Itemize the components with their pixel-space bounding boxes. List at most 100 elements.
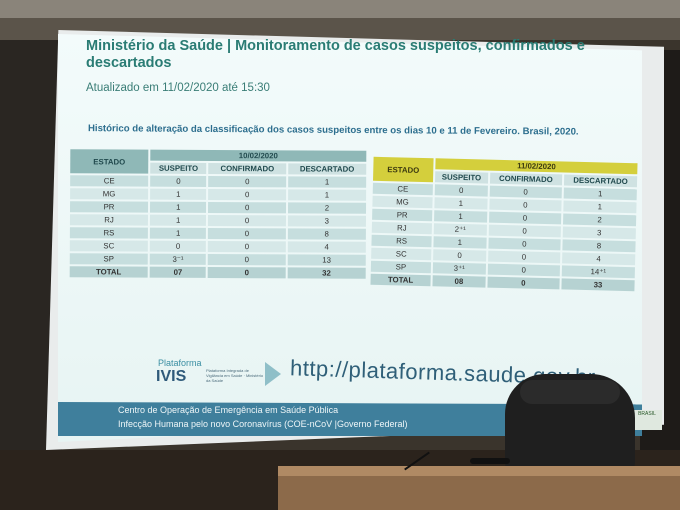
cell-suspeito: 0 <box>433 249 487 262</box>
cell-estado: SC <box>371 247 432 261</box>
cell-suspeito: 1 <box>150 201 207 213</box>
col-suspeito: SUSPEITO <box>434 171 489 184</box>
table-row: PR 1 0 2 <box>70 201 367 214</box>
cell-estado: CE <box>70 175 149 187</box>
ivis-logo: Plataforma IVIS Plataforma Integrada de … <box>150 358 270 392</box>
cell-confirmado: 0 <box>488 237 561 251</box>
table-10-02-2020: ESTADO 10/02/2020 SUSPEITO CONFIRMADO DE… <box>68 147 369 281</box>
cell-suspeito: 1 <box>433 236 487 249</box>
col-confirmado: CONFIRMADO <box>208 162 286 175</box>
cell-estado: RS <box>69 227 148 239</box>
cell-descartado: 3 <box>562 226 636 240</box>
cell-total-confirmado: 0 <box>208 266 286 279</box>
col-descartado: DESCARTADO <box>287 163 367 175</box>
cell-descartado: 1 <box>563 200 637 214</box>
cell-confirmado: 0 <box>208 214 286 227</box>
cell-total-label: TOTAL <box>370 273 431 287</box>
cell-estado: RJ <box>371 221 432 235</box>
col-descartado: DESCARTADO <box>563 174 638 188</box>
cell-confirmado: 0 <box>487 263 560 277</box>
cell-total-suspeito: 07 <box>149 266 207 278</box>
cell-confirmado: 0 <box>489 198 562 212</box>
cell-confirmado: 0 <box>488 224 561 238</box>
cell-confirmado: 0 <box>489 185 562 199</box>
cell-descartado: 8 <box>287 228 366 240</box>
estado-header: ESTADO <box>70 149 149 174</box>
cell-descartado: 14⁺¹ <box>561 265 635 279</box>
cell-descartado: 2 <box>562 213 637 227</box>
cell-descartado: 3 <box>287 215 366 227</box>
table-row: RS 1 0 8 <box>69 227 366 240</box>
table-row: MG 1 0 1 <box>70 188 367 201</box>
cell-confirmado: 0 <box>487 250 561 264</box>
cell-suspeito: 1 <box>434 197 488 210</box>
cell-descartado: 1 <box>287 176 367 188</box>
date-header: 10/02/2020 <box>150 149 367 162</box>
table-11-02-2020: ESTADO 11/02/2020 SUSPEITO CONFIRMADO DE… <box>368 155 639 294</box>
cell-estado: SP <box>370 260 432 274</box>
total-row: TOTAL 07 0 32 <box>69 266 366 279</box>
cell-estado: MG <box>70 188 149 200</box>
projector-screen-housing <box>0 0 680 18</box>
cell-suspeito: 1 <box>150 188 207 200</box>
cell-confirmado: 0 <box>208 175 286 188</box>
col-confirmado: CONFIRMADO <box>489 172 563 186</box>
logo-description: Plataforma Integrada de Vigilância em Sa… <box>206 368 264 383</box>
footer-line2: Infecção Humana pelo novo Coronavírus (C… <box>118 419 408 429</box>
slide-title-line2: descartados <box>86 55 172 71</box>
cell-estado: SC <box>69 240 148 252</box>
gov-brasil-logo: BRASIL <box>632 410 662 430</box>
cell-descartado: 4 <box>287 241 366 253</box>
cell-estado: MG <box>372 195 433 209</box>
cell-total-descartado: 33 <box>561 278 635 292</box>
logo-plataforma-label: Plataforma <box>158 358 202 368</box>
cell-descartado: 8 <box>562 239 636 253</box>
cell-confirmado: 0 <box>488 211 562 225</box>
cell-descartado: 1 <box>563 187 637 201</box>
cell-suspeito: 0 <box>149 240 207 252</box>
cell-total-label: TOTAL <box>69 266 148 278</box>
cell-estado: CE <box>372 182 433 196</box>
cell-suspeito: 0 <box>150 175 207 187</box>
cell-suspeito: 1 <box>149 227 207 239</box>
cell-suspeito: 2⁺¹ <box>433 223 487 236</box>
cell-suspeito: 3⁺¹ <box>432 262 486 275</box>
table2-rows: CE 0 0 1 MG 1 0 1 PR 1 0 2 RJ 2⁺¹ 0 3 RS 1 0 8 SC 0 0 4 SP 3⁺¹ 0 14… <box>370 182 637 292</box>
cell-estado: PR <box>372 208 433 222</box>
microphone-icon <box>470 458 510 464</box>
slide-title: Ministério da Saúde | Monitoramento de c… <box>86 38 586 72</box>
updated-timestamp: Atualizado em 11/02/2020 até 15:30 <box>86 82 270 94</box>
cell-suspeito: 0 <box>434 184 488 197</box>
footer-line1: Centro de Operação de Emergência em Saúd… <box>118 405 339 415</box>
cell-confirmado: 0 <box>208 227 286 240</box>
cell-total-descartado: 32 <box>287 267 366 279</box>
cell-suspeito: 3⁻¹ <box>149 253 207 265</box>
cell-suspeito: 1 <box>434 210 488 223</box>
table-row: RJ 1 0 3 <box>69 214 366 227</box>
cell-estado: PR <box>70 201 149 213</box>
cell-estado: RS <box>371 234 432 248</box>
table-row: SC 0 0 4 <box>69 240 366 253</box>
cell-estado: RJ <box>69 214 148 226</box>
desk-top <box>278 466 680 476</box>
cell-descartado: 13 <box>287 254 366 266</box>
cell-descartado: 1 <box>287 189 367 201</box>
cell-total-confirmado: 0 <box>487 276 560 290</box>
cell-confirmado: 0 <box>208 253 286 266</box>
cell-descartado: 4 <box>561 252 636 266</box>
slide-title-line1: Ministério da Saúde | Monitoramento de c… <box>86 38 585 54</box>
estado-header: ESTADO <box>373 156 434 183</box>
table-row: CE 0 0 1 <box>70 175 367 188</box>
logo-ivis-label: IVIS <box>156 368 187 385</box>
chair-headrest <box>520 380 620 404</box>
cell-confirmado: 0 <box>208 188 286 201</box>
cell-estado: SP <box>69 253 148 265</box>
cell-suspeito: 1 <box>149 214 207 226</box>
cell-confirmado: 0 <box>208 240 286 253</box>
col-suspeito: SUSPEITO <box>150 162 207 174</box>
cell-confirmado: 0 <box>208 201 286 214</box>
cell-descartado: 2 <box>287 202 367 214</box>
arrow-icon <box>265 362 281 386</box>
table-row: SP 3⁻¹ 0 13 <box>69 253 366 266</box>
table1-rows: CE 0 0 1 MG 1 0 1 PR 1 0 2 RJ 1 0 3 RS 1 0 8 SC 0 0 4 SP 3⁻¹ 0 13 TO… <box>69 175 367 279</box>
